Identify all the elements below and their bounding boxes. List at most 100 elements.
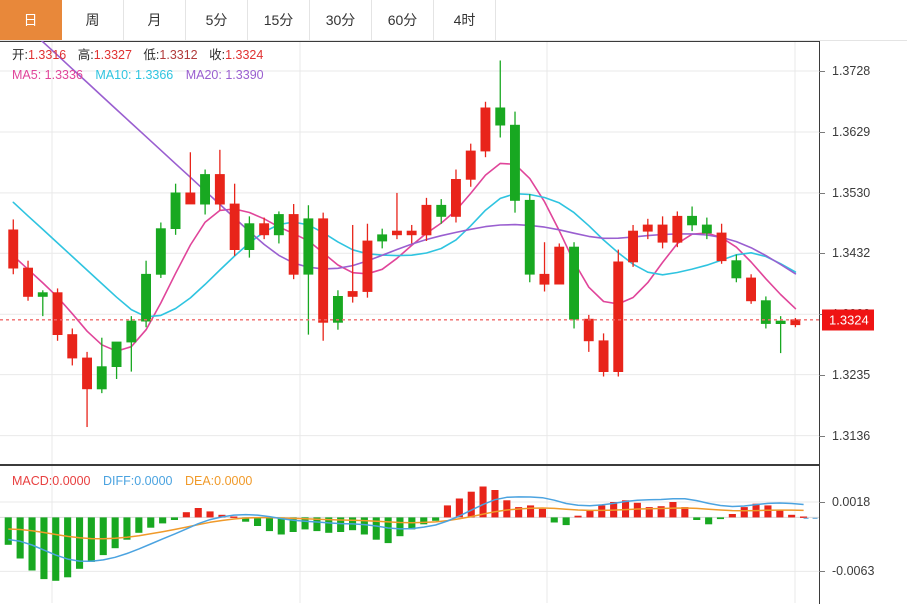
candle[interactable]: [509, 111, 520, 213]
candle[interactable]: [273, 211, 284, 244]
candle[interactable]: [569, 242, 580, 329]
candle[interactable]: [628, 224, 639, 267]
candle[interactable]: [716, 223, 727, 264]
candle-body: [731, 260, 742, 279]
candle[interactable]: [775, 316, 786, 354]
candle[interactable]: [436, 199, 447, 224]
candle[interactable]: [731, 254, 742, 283]
candle[interactable]: [642, 218, 653, 240]
tab-1[interactable]: 周: [62, 0, 124, 40]
macd-histogram-bar: [87, 517, 95, 562]
candle[interactable]: [52, 288, 63, 341]
candle[interactable]: [170, 183, 181, 235]
candle-body: [273, 214, 284, 236]
candle-body: [8, 229, 19, 269]
candle-body: [701, 224, 712, 234]
macd-histogram-bar: [147, 517, 155, 528]
candle[interactable]: [96, 337, 107, 394]
candle[interactable]: [111, 341, 122, 379]
candle[interactable]: [67, 328, 78, 366]
tab-7[interactable]: 4时: [434, 0, 496, 40]
candle[interactable]: [155, 222, 166, 278]
open-value: 1.3316: [27, 48, 67, 62]
candle[interactable]: [760, 296, 771, 329]
macd-histogram-bar: [562, 517, 570, 526]
candle[interactable]: [406, 224, 417, 244]
candle-body: [716, 232, 727, 262]
price-axis-tick: [819, 192, 825, 194]
candle[interactable]: [318, 212, 329, 341]
tab-5[interactable]: 30分: [310, 0, 372, 40]
tab-label: 月: [147, 12, 162, 28]
candle-body: [96, 366, 107, 390]
candle[interactable]: [229, 183, 240, 256]
candle[interactable]: [613, 249, 624, 377]
macd-histogram-bar: [491, 490, 499, 518]
macd-panel: 0.0018 -0.0063: [0, 465, 907, 604]
candle[interactable]: [332, 290, 343, 330]
candle-body: [406, 230, 417, 236]
macd-axis-label: -0.0063: [832, 564, 875, 579]
candle[interactable]: [746, 274, 757, 304]
tab-4[interactable]: 15分: [248, 0, 310, 40]
macd-histogram-bar: [194, 508, 202, 518]
macd-histogram-bar: [788, 514, 796, 518]
candle[interactable]: [554, 243, 565, 285]
candle[interactable]: [303, 205, 314, 335]
candle[interactable]: [391, 192, 402, 240]
candlestick-plot[interactable]: [0, 41, 907, 465]
candle[interactable]: [598, 333, 609, 377]
current-price-badge: 1.3324: [822, 309, 874, 331]
candle[interactable]: [377, 228, 388, 249]
macd-plot[interactable]: [0, 465, 907, 604]
candle[interactable]: [244, 216, 255, 258]
tab-0[interactable]: 日: [0, 0, 62, 40]
ma-legend: MA5: 1.3336 MA10: 1.3366 MA20: 1.3390: [12, 66, 264, 85]
candle[interactable]: [141, 260, 152, 328]
candle[interactable]: [362, 223, 373, 298]
macd-value: 0.0000: [52, 474, 91, 488]
candle[interactable]: [185, 152, 196, 205]
candle[interactable]: [288, 204, 299, 280]
candle[interactable]: [524, 194, 535, 283]
tab-2[interactable]: 月: [124, 0, 186, 40]
candle[interactable]: [657, 216, 668, 249]
candle[interactable]: [450, 169, 461, 223]
candle[interactable]: [23, 260, 34, 301]
candle[interactable]: [82, 351, 93, 428]
candle-body: [362, 240, 373, 292]
candle-body: [200, 174, 211, 205]
candle[interactable]: [347, 224, 358, 303]
candle-body: [657, 224, 668, 243]
macd-histogram-bar: [503, 500, 511, 518]
candle[interactable]: [480, 101, 491, 158]
candle[interactable]: [200, 169, 211, 215]
candle[interactable]: [8, 219, 19, 275]
candle[interactable]: [672, 211, 683, 248]
candle[interactable]: [214, 149, 225, 211]
candle[interactable]: [687, 206, 698, 232]
candle[interactable]: [539, 242, 550, 292]
macd-signal-line: [8, 507, 804, 540]
macd-histogram-bar: [396, 517, 404, 537]
candle-body: [436, 204, 447, 217]
tab-6[interactable]: 60分: [372, 0, 434, 40]
low-label: 低:: [143, 48, 160, 62]
price-axis-tick: [819, 374, 825, 376]
macd-histogram-bar: [550, 517, 558, 523]
candle[interactable]: [465, 143, 476, 187]
candle[interactable]: [790, 317, 801, 328]
macd-histogram-bar: [337, 517, 345, 532]
candle[interactable]: [495, 60, 506, 138]
price-axis-tick: [819, 70, 825, 72]
candle[interactable]: [421, 197, 432, 241]
tab-3[interactable]: 5分: [186, 0, 248, 40]
candle[interactable]: [259, 217, 270, 240]
candle[interactable]: [701, 217, 712, 240]
timeframe-tabbar: 日 周 月 5分 15分 30分 60分 4时: [0, 0, 907, 41]
price-axis-label: 1.3432: [832, 246, 871, 261]
ma-line: [12, 192, 797, 318]
candle[interactable]: [37, 290, 48, 317]
macd-histogram-bar: [99, 517, 107, 556]
candle[interactable]: [126, 316, 137, 372]
